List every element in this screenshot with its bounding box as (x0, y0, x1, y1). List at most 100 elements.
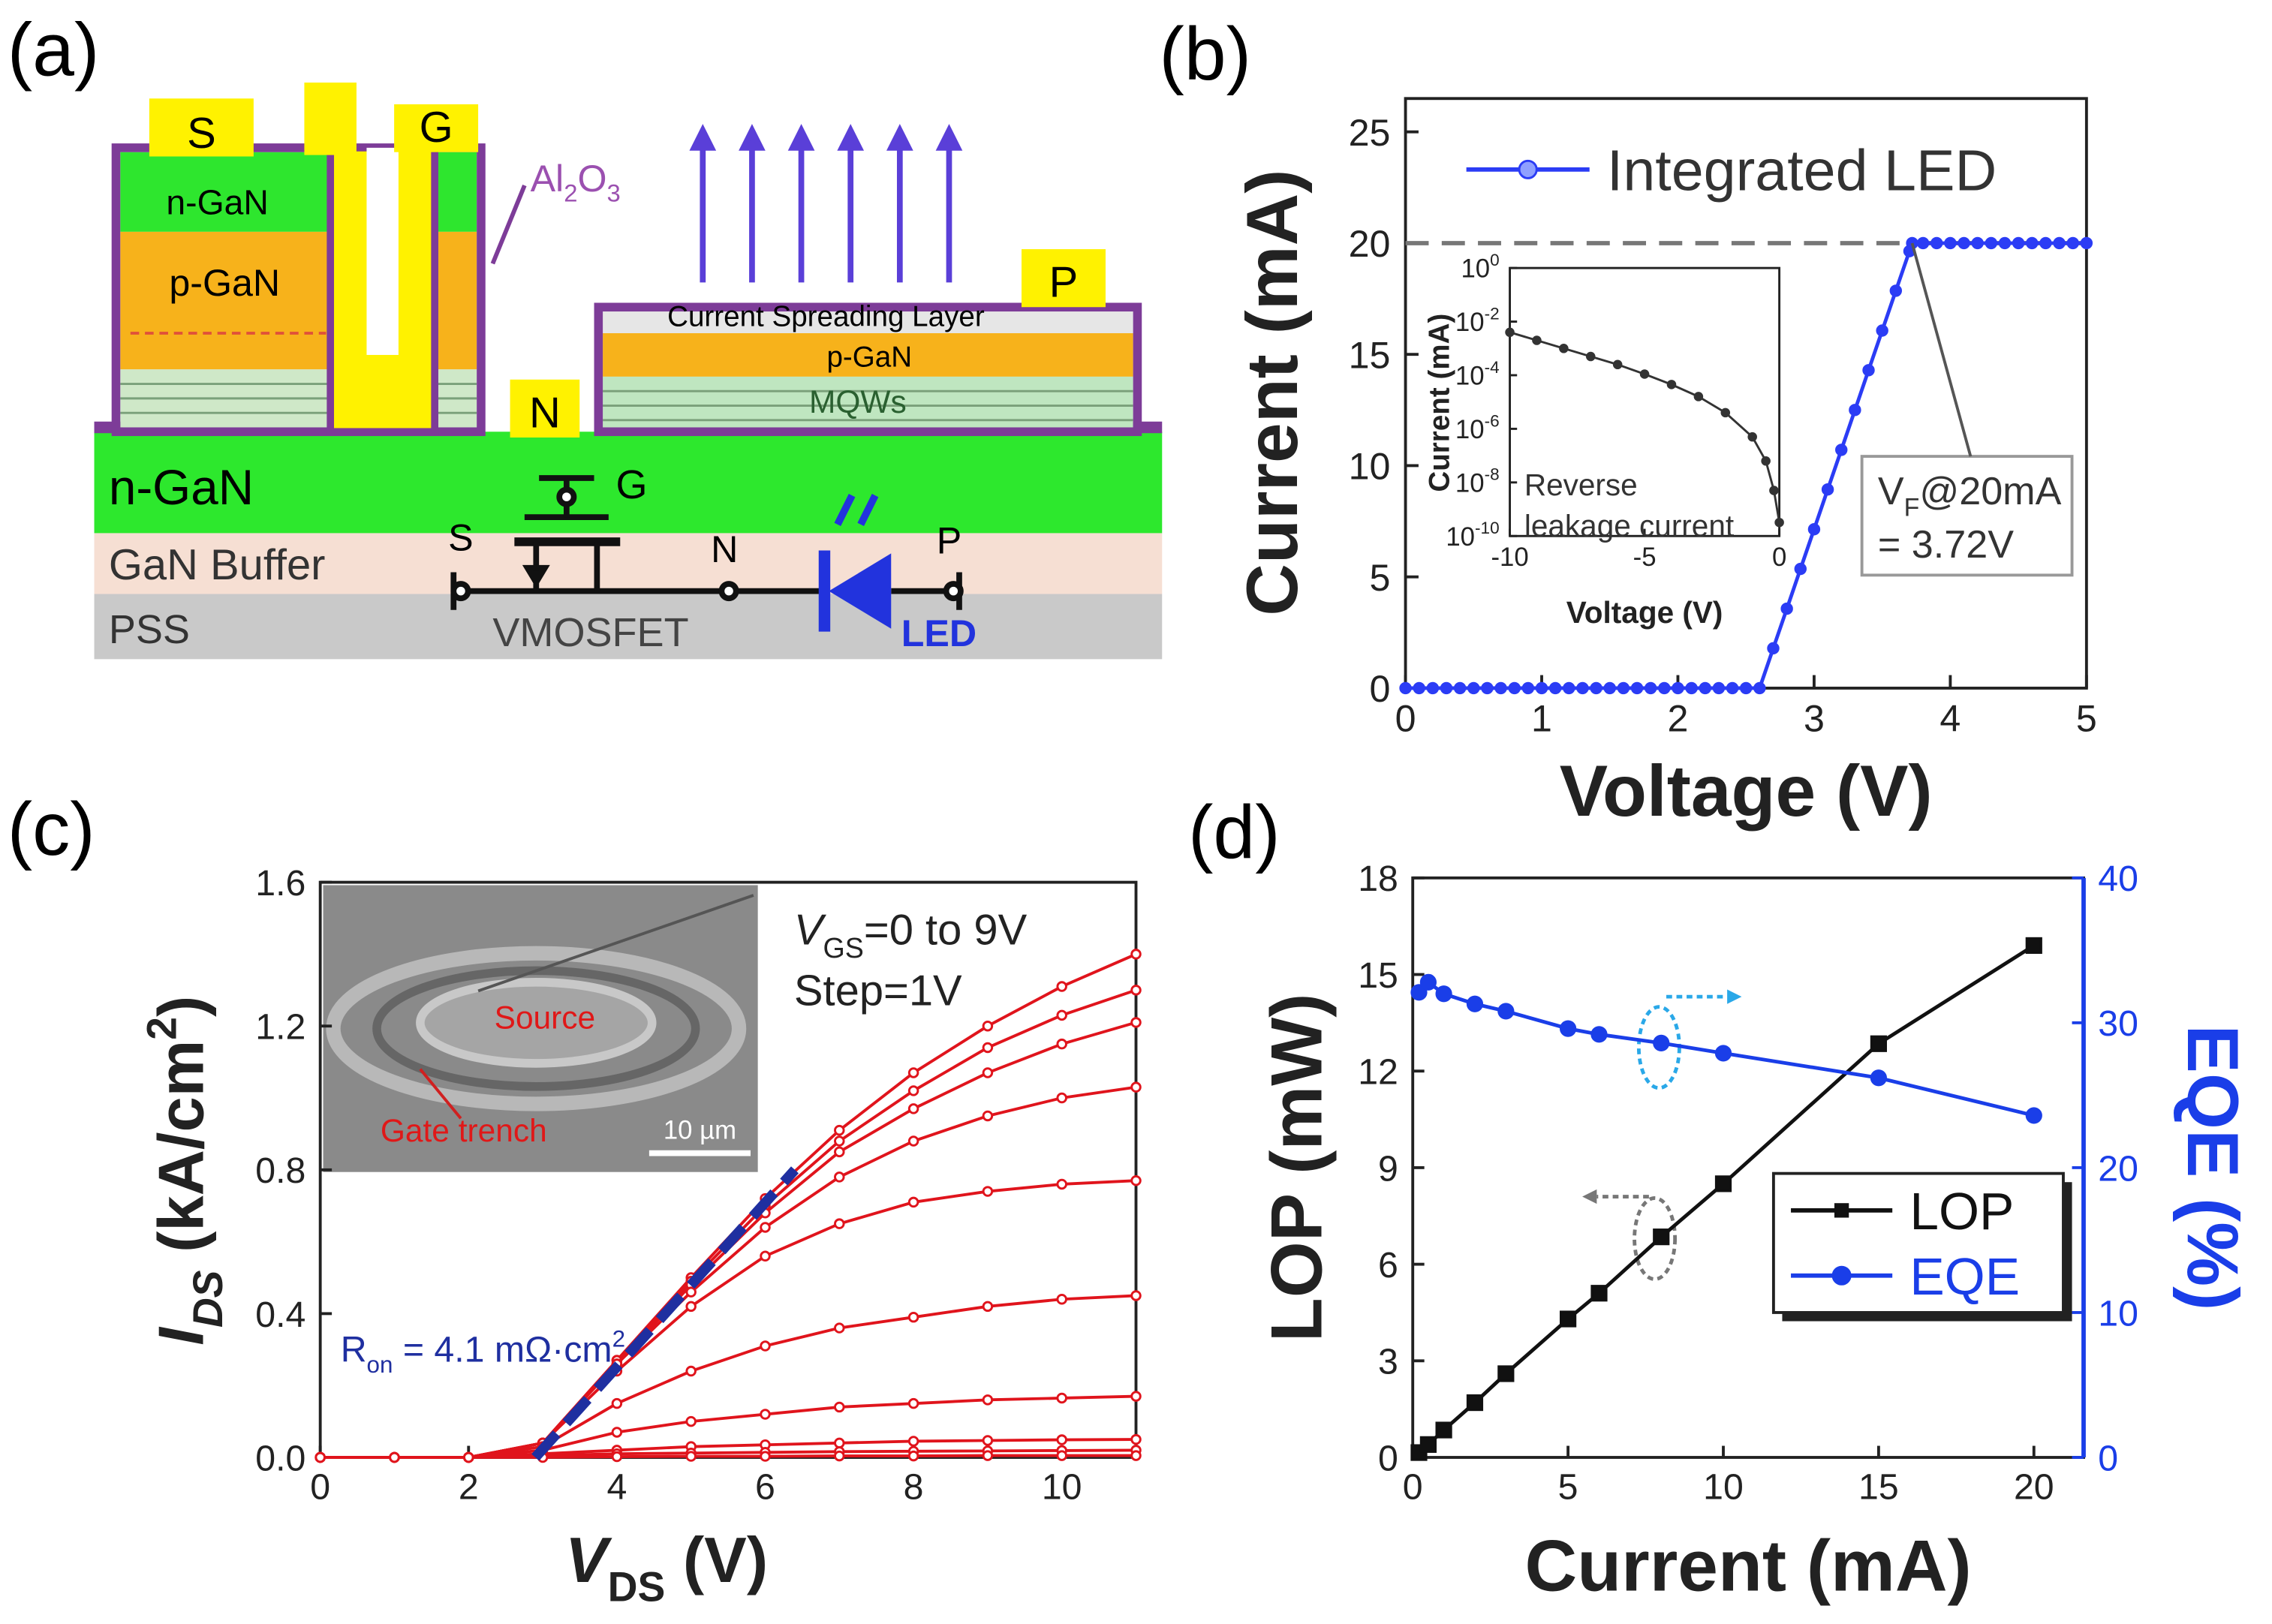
legend-label: LOP (1909, 1182, 2014, 1241)
text-part: 10 (1455, 308, 1485, 337)
text-part: 10 (1455, 416, 1485, 444)
sem-ring (326, 946, 747, 1111)
marker (1497, 1003, 1515, 1020)
leader-line (490, 185, 527, 265)
arrow-head (522, 564, 550, 588)
marker (1794, 562, 1807, 576)
marker (1521, 681, 1535, 695)
marker (1774, 517, 1784, 528)
annotation-box (1860, 455, 2074, 577)
text-part: (kA/cm (145, 1040, 216, 1271)
tick-label: 10-8 (1455, 465, 1500, 498)
tick-label: 40 (2098, 859, 2138, 899)
marker (1685, 681, 1698, 695)
tick-label: 30 (2098, 1003, 2138, 1044)
contact-label: S (187, 110, 216, 158)
marker (1714, 1045, 1732, 1062)
marker (1548, 681, 1562, 695)
marker (1998, 236, 2012, 250)
panel-label: (c) (8, 787, 95, 871)
arrow-head (1582, 1189, 1597, 1204)
marker (1862, 364, 1875, 377)
tick-label: 10 (1042, 1467, 1082, 1508)
tick-label: 0.8 (255, 1150, 305, 1191)
marker (1056, 981, 1067, 992)
text-part: 10 (1461, 255, 1490, 284)
marker (389, 1451, 400, 1463)
tick-label: 15 (1358, 955, 1398, 996)
marker (2080, 236, 2093, 250)
contact-label: N (529, 389, 561, 437)
series-line (1405, 241, 2087, 690)
tick-label: 2 (459, 1467, 479, 1508)
text-part: 10 (1446, 523, 1475, 552)
marker (907, 1103, 919, 1114)
text-part: I (145, 1326, 216, 1346)
tick-label: 20 (2014, 1467, 2054, 1508)
marker (1399, 681, 1412, 695)
tick-label: 3 (1804, 698, 1825, 740)
text-part: V (1878, 470, 1904, 513)
marker (982, 1450, 994, 1461)
marker (1056, 1038, 1067, 1050)
layer-label: n-GaN (109, 460, 254, 515)
marker (1563, 681, 1575, 695)
marker (1410, 984, 1428, 1001)
tick-label: 8 (904, 1467, 924, 1508)
gate-pillar (304, 83, 357, 155)
marker (1560, 1310, 1577, 1328)
annotation: Step=1V (794, 967, 962, 1015)
marker (1440, 681, 1453, 695)
tick-label: 3 (1378, 1342, 1398, 1382)
tick-label: 0.0 (255, 1438, 305, 1478)
marker (1435, 1421, 1452, 1439)
marker (760, 1451, 771, 1462)
marker (1130, 1433, 1142, 1445)
marker (1426, 681, 1440, 695)
marker (1056, 1092, 1067, 1104)
text-part: Al (531, 158, 564, 200)
series-line (320, 1454, 1136, 1459)
fit-line (531, 1166, 799, 1461)
text-part: -2 (1485, 304, 1500, 323)
tick-label: 5 (2076, 698, 2097, 740)
marker (834, 1146, 845, 1158)
x-axis-title: VDS (V) (565, 1524, 768, 1610)
emission-mark (857, 494, 879, 526)
curve-marker (1633, 1196, 1678, 1281)
inset-note: leakage current (1524, 508, 1734, 543)
marker (1590, 1285, 1608, 1302)
legend-box (1771, 1171, 2065, 1314)
marker (1535, 681, 1548, 695)
inset-label: Source (495, 1000, 596, 1036)
marker (907, 1135, 919, 1147)
node (718, 581, 739, 602)
marker (1585, 351, 1596, 362)
circuit (450, 475, 964, 610)
marker (1467, 681, 1480, 695)
marker (1453, 681, 1467, 695)
marker (1630, 681, 1644, 695)
marker (1413, 681, 1425, 695)
led-pgan (603, 332, 1133, 377)
annotation: VGS=0 to 9V (794, 907, 1028, 964)
layer-label: p-GaN (169, 262, 280, 304)
marker (982, 1020, 994, 1032)
circuit-label: N (711, 528, 738, 570)
text-part: -8 (1485, 465, 1500, 484)
marker (1505, 327, 1515, 338)
layer-pss (94, 594, 1163, 660)
tick-label: 0 (310, 1467, 330, 1508)
marker (907, 1067, 919, 1078)
tick-label: 0 (1772, 543, 1786, 572)
layer-label: p-GaN (826, 341, 912, 373)
marker (982, 1435, 994, 1446)
emission-arrows (689, 124, 963, 283)
marker (1419, 1436, 1437, 1453)
marker (1130, 1391, 1142, 1402)
y2-axis-title: EQE (%) (2172, 1025, 2252, 1311)
text-part: 2 (139, 1017, 185, 1040)
layer-label: PSS (109, 607, 190, 652)
arrow-head (739, 124, 766, 151)
marker (314, 1451, 326, 1463)
